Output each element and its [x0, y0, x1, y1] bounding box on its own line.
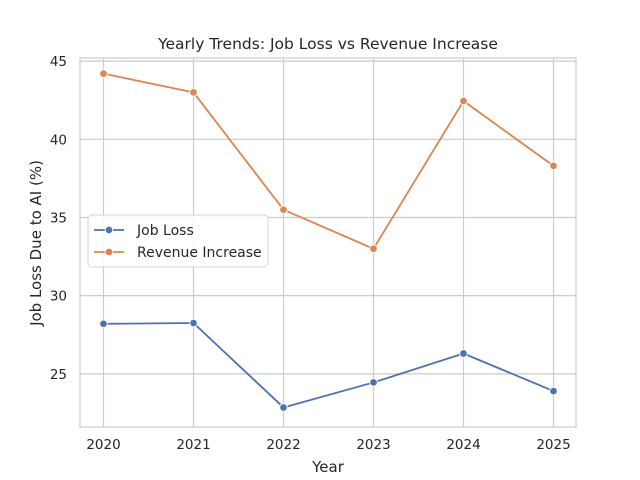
legend: Job Loss Revenue Increase: [87, 214, 269, 268]
data-point: [279, 403, 288, 412]
legend-entry: Job Loss: [94, 223, 194, 239]
y-tick-label: 30: [50, 289, 67, 305]
data-point: [99, 69, 108, 78]
x-tick-label: 2025: [536, 437, 570, 453]
data-point: [369, 378, 378, 387]
series-layer: [99, 69, 558, 412]
x-tick-label: 2020: [86, 437, 120, 453]
series-line: [103, 322, 554, 409]
data-point: [99, 319, 108, 329]
data-point: [279, 205, 288, 214]
y-tick-label: 25: [50, 367, 67, 383]
data-point: [549, 386, 558, 396]
y-tick-label: 40: [50, 132, 67, 148]
legend-label: Job Loss: [136, 223, 194, 239]
series-revenue-increase: [99, 69, 558, 254]
x-tick-label: 2024: [446, 437, 480, 453]
data-point: [189, 88, 198, 97]
y-tick-labels: 25 30 35 40 45: [50, 54, 67, 383]
y-axis-title: Job Loss Due to AI (%): [27, 160, 45, 327]
data-point: [369, 244, 378, 254]
series-job-loss: [99, 318, 558, 412]
data-point: [189, 318, 198, 328]
x-tick-label: 2022: [266, 437, 300, 453]
legend-label: Revenue Increase: [137, 245, 262, 261]
data-point: [549, 161, 558, 171]
y-tick-label: 45: [50, 54, 67, 70]
legend-marker: [104, 247, 114, 257]
y-tick-label: 35: [50, 210, 67, 226]
plot-frame: [79, 57, 577, 428]
x-tick-label: 2023: [356, 437, 390, 453]
chart-title: Yearly Trends: Job Loss vs Revenue Incre…: [157, 35, 498, 53]
legend-marker: [104, 225, 114, 235]
series-line: [103, 72, 555, 250]
x-tick-label: 2021: [176, 437, 210, 453]
x-tick-labels: 2020 2021 2022 2023 2024 2025: [86, 437, 570, 453]
legend-entry: Revenue Increase: [94, 245, 262, 261]
grid: [80, 58, 576, 427]
x-axis-title: Year: [311, 458, 345, 476]
data-point: [459, 96, 468, 106]
data-point: [459, 349, 468, 358]
legend-box: [87, 214, 269, 268]
